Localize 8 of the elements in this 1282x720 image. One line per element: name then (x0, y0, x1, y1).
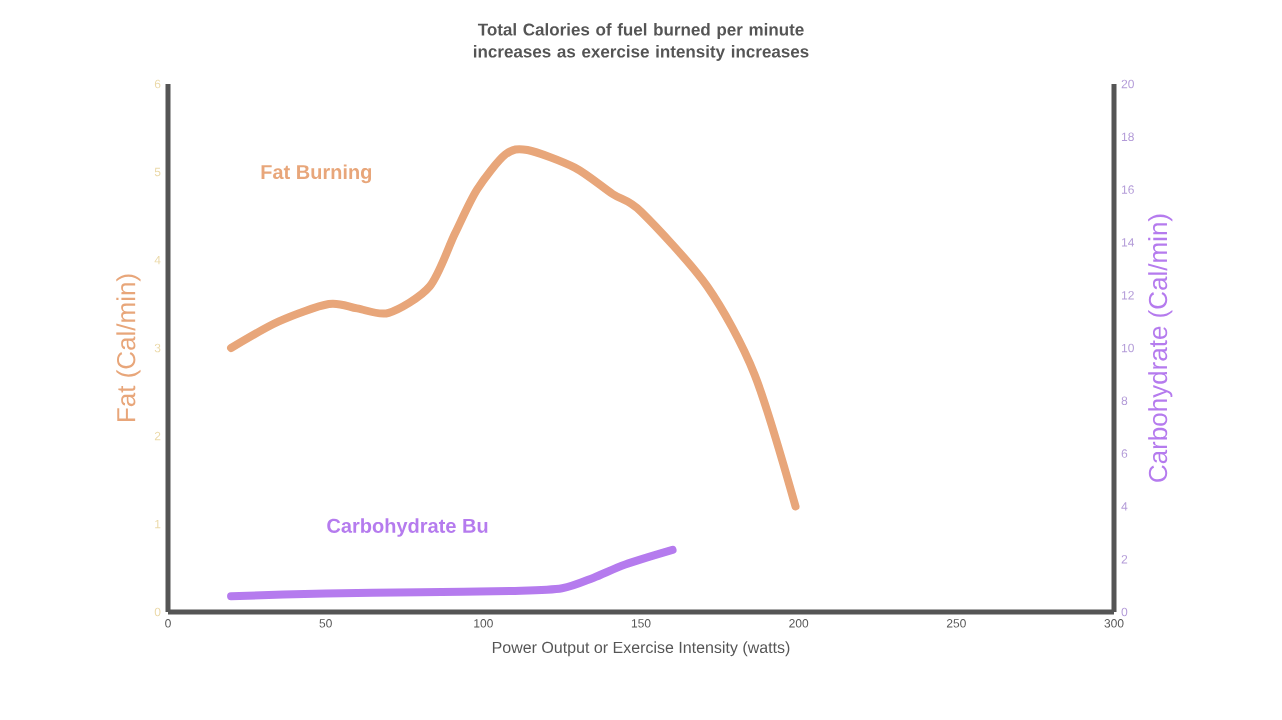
text: Carbohydrate Bu (327, 518, 488, 537)
x-axis-title: Power Output or Exercise Intensity (watts) (492, 641, 790, 657)
y-axis-title: Fat (Cal/min) (116, 274, 141, 421)
line-series (227, 145, 800, 511)
chart-title: Total Calories of fuel burned per minute increases as exercise intensity increases (473, 23, 809, 61)
y2-axis-title: Carbohydrate (Cal/min) (1148, 214, 1173, 482)
text: Fat Burning (261, 164, 372, 184)
line-series (227, 545, 677, 601)
